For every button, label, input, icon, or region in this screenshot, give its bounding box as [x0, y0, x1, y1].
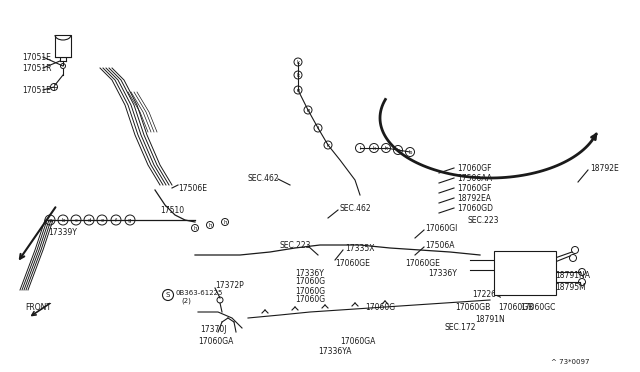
Text: c: c	[74, 218, 77, 222]
Text: d: d	[87, 218, 91, 222]
Text: 17051E: 17051E	[22, 52, 51, 61]
Text: h: h	[208, 222, 212, 228]
Text: n: n	[307, 108, 310, 112]
Text: 17060GE: 17060GE	[335, 259, 370, 267]
Text: 17060GC: 17060GC	[520, 304, 556, 312]
Text: l: l	[317, 125, 319, 131]
Text: SEC.223: SEC.223	[468, 215, 499, 224]
Text: 17051R: 17051R	[22, 64, 51, 73]
Text: b: b	[61, 218, 65, 222]
Text: SEC.462: SEC.462	[340, 203, 372, 212]
Text: 17336Y: 17336Y	[295, 269, 324, 278]
Text: 17370J: 17370J	[200, 326, 227, 334]
Text: 18791N: 18791N	[475, 315, 505, 324]
Text: h: h	[223, 219, 227, 224]
Text: 17060GI: 17060GI	[425, 224, 458, 232]
Text: f: f	[115, 218, 117, 222]
FancyBboxPatch shape	[494, 251, 556, 295]
Text: 18791NA: 18791NA	[555, 270, 590, 279]
Text: n: n	[296, 87, 300, 93]
Text: FRONT: FRONT	[25, 304, 51, 312]
Text: k: k	[372, 145, 376, 151]
Text: 0B363-61225: 0B363-61225	[176, 290, 223, 296]
Text: ^ 73*0097: ^ 73*0097	[552, 359, 590, 365]
Text: k: k	[296, 60, 300, 64]
Text: a: a	[48, 218, 52, 222]
Text: 17060G: 17060G	[365, 304, 395, 312]
Text: 17506A: 17506A	[425, 241, 454, 250]
Text: 17506AA: 17506AA	[457, 173, 492, 183]
Text: l: l	[359, 145, 361, 151]
Text: 17060GA: 17060GA	[198, 337, 234, 346]
Text: S: S	[166, 292, 170, 298]
Text: 17226Q: 17226Q	[472, 291, 502, 299]
Text: SEC.172: SEC.172	[445, 324, 477, 333]
Text: SEC.223: SEC.223	[280, 241, 312, 250]
Text: 17060GB: 17060GB	[455, 304, 490, 312]
Text: 17510: 17510	[160, 205, 184, 215]
Text: g: g	[128, 218, 132, 222]
Text: h: h	[193, 225, 196, 231]
Text: 17060GD: 17060GD	[457, 203, 493, 212]
Text: 17051E: 17051E	[22, 86, 51, 94]
Text: 17060GB: 17060GB	[498, 304, 533, 312]
Text: k: k	[385, 145, 388, 151]
Text: k: k	[296, 73, 300, 77]
Text: b: b	[396, 148, 400, 153]
Text: 17060G: 17060G	[295, 286, 325, 295]
Text: SEC.462: SEC.462	[248, 173, 280, 183]
Text: 17060GF: 17060GF	[457, 183, 492, 192]
Text: 17336YA: 17336YA	[318, 347, 351, 356]
Text: 17336Y: 17336Y	[428, 269, 457, 278]
Text: 18795M: 18795M	[555, 282, 586, 292]
Text: (2): (2)	[181, 298, 191, 304]
Text: k: k	[326, 142, 330, 148]
Text: 17060G: 17060G	[295, 278, 325, 286]
Bar	[55, 35, 71, 57]
Text: e: e	[100, 218, 104, 222]
Text: 17060GA: 17060GA	[340, 337, 376, 346]
Text: 18792E: 18792E	[590, 164, 619, 173]
Text: 17506E: 17506E	[178, 183, 207, 192]
Text: 17060GF: 17060GF	[457, 164, 492, 173]
Text: b: b	[408, 150, 412, 154]
Text: 18792EA: 18792EA	[457, 193, 491, 202]
Text: 17339Y: 17339Y	[49, 228, 77, 237]
Text: 17335X: 17335X	[345, 244, 374, 253]
Text: 17060G: 17060G	[295, 295, 325, 305]
Text: 17372P: 17372P	[215, 280, 244, 289]
Text: 17060GE: 17060GE	[405, 259, 440, 267]
